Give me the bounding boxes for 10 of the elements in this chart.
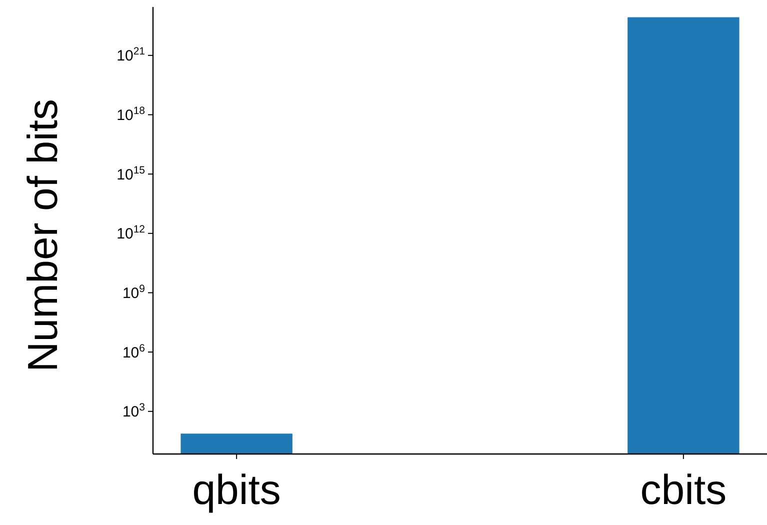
x-tick-label: cbits <box>640 466 727 513</box>
y-tick-label: 10$^{15}$ <box>116 164 146 184</box>
y-tick-label: 10$^{9}$ <box>122 282 146 302</box>
y-axis-title: Number of bits <box>19 98 66 372</box>
y-tick-label: 10$^{21}$ <box>116 46 146 65</box>
y-tick-label: 10$^{6}$ <box>122 342 146 362</box>
y-tick-label: 10$^{3}$ <box>122 402 146 421</box>
y-tick-label: 10$^{18}$ <box>116 104 146 124</box>
x-tick-label: qbits <box>192 466 281 513</box>
y-tick-label: 10$^{12}$ <box>116 224 146 243</box>
